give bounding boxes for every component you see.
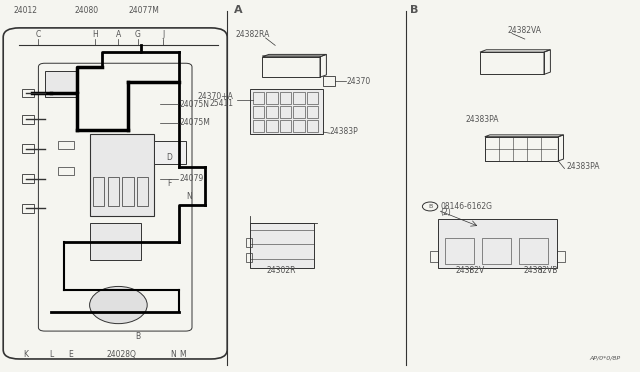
Bar bbox=[246, 253, 252, 262]
Text: 24080: 24080 bbox=[74, 6, 99, 15]
Text: 24075M: 24075M bbox=[179, 118, 210, 127]
Bar bbox=[438, 219, 557, 268]
Bar bbox=[22, 115, 34, 124]
Text: E: E bbox=[68, 350, 73, 359]
Bar bbox=[280, 120, 291, 132]
Text: J: J bbox=[162, 30, 164, 39]
Text: K: K bbox=[23, 350, 28, 359]
Bar bbox=[266, 120, 278, 132]
Text: 24383PA: 24383PA bbox=[466, 115, 499, 124]
Bar bbox=[482, 238, 511, 264]
Bar bbox=[293, 120, 305, 132]
Text: 24077M: 24077M bbox=[129, 6, 159, 15]
Bar bbox=[93, 177, 104, 206]
Text: 24382V: 24382V bbox=[456, 266, 485, 275]
Text: 25411: 25411 bbox=[210, 99, 234, 108]
Bar bbox=[154, 141, 186, 164]
Text: 24383P: 24383P bbox=[330, 127, 358, 136]
Bar bbox=[246, 238, 252, 247]
Bar bbox=[293, 106, 305, 118]
Text: F: F bbox=[168, 179, 172, 188]
Bar bbox=[307, 92, 318, 104]
Bar bbox=[253, 120, 264, 132]
Text: H: H bbox=[92, 30, 97, 39]
Bar bbox=[22, 144, 34, 153]
Text: G: G bbox=[134, 30, 141, 39]
Text: C: C bbox=[36, 30, 41, 39]
Bar bbox=[58, 141, 74, 149]
Bar bbox=[108, 177, 119, 206]
Text: 24382RA: 24382RA bbox=[236, 30, 270, 39]
Text: 24382VA: 24382VA bbox=[508, 26, 542, 35]
Text: B: B bbox=[135, 331, 140, 340]
Text: N: N bbox=[170, 350, 175, 359]
Text: 24370: 24370 bbox=[347, 77, 371, 86]
Bar bbox=[280, 92, 291, 104]
Bar bbox=[519, 238, 548, 264]
Bar bbox=[90, 134, 154, 216]
Text: A: A bbox=[234, 5, 242, 15]
Bar bbox=[445, 238, 474, 264]
Bar bbox=[22, 204, 34, 213]
Bar bbox=[307, 120, 318, 132]
Text: L: L bbox=[49, 350, 53, 359]
Bar bbox=[137, 177, 148, 206]
Text: 24370+A: 24370+A bbox=[198, 92, 234, 100]
Text: 24012: 24012 bbox=[13, 6, 38, 15]
Bar bbox=[307, 106, 318, 118]
Text: D: D bbox=[166, 153, 173, 162]
Bar bbox=[293, 92, 305, 104]
Text: 24382VB: 24382VB bbox=[524, 266, 558, 275]
Text: 08146-6162G: 08146-6162G bbox=[440, 202, 492, 211]
Bar bbox=[280, 106, 291, 118]
Bar bbox=[253, 92, 264, 104]
Bar bbox=[266, 106, 278, 118]
Bar bbox=[122, 177, 134, 206]
Bar bbox=[250, 223, 314, 268]
Text: 24079: 24079 bbox=[179, 174, 204, 183]
Text: AP/0*0/8P: AP/0*0/8P bbox=[589, 356, 621, 361]
Bar bbox=[22, 174, 34, 183]
Text: 24075N: 24075N bbox=[179, 100, 209, 109]
Bar bbox=[22, 89, 34, 97]
Text: A: A bbox=[116, 30, 121, 39]
Bar bbox=[266, 92, 278, 104]
Text: 24302R: 24302R bbox=[267, 266, 296, 275]
Text: B: B bbox=[410, 5, 418, 15]
Bar bbox=[253, 106, 264, 118]
Bar bbox=[45, 71, 77, 97]
Text: 24383PA: 24383PA bbox=[566, 162, 600, 171]
Text: (2): (2) bbox=[440, 208, 451, 217]
Text: B: B bbox=[428, 204, 432, 209]
Text: M: M bbox=[179, 350, 186, 359]
Bar bbox=[250, 89, 323, 134]
Ellipse shape bbox=[90, 286, 147, 324]
Text: 24028Q: 24028Q bbox=[107, 350, 136, 359]
Text: N: N bbox=[186, 192, 191, 201]
Bar bbox=[430, 251, 438, 262]
Bar bbox=[58, 167, 74, 175]
Bar bbox=[557, 251, 565, 262]
Bar bbox=[323, 76, 335, 86]
Bar bbox=[90, 223, 141, 260]
